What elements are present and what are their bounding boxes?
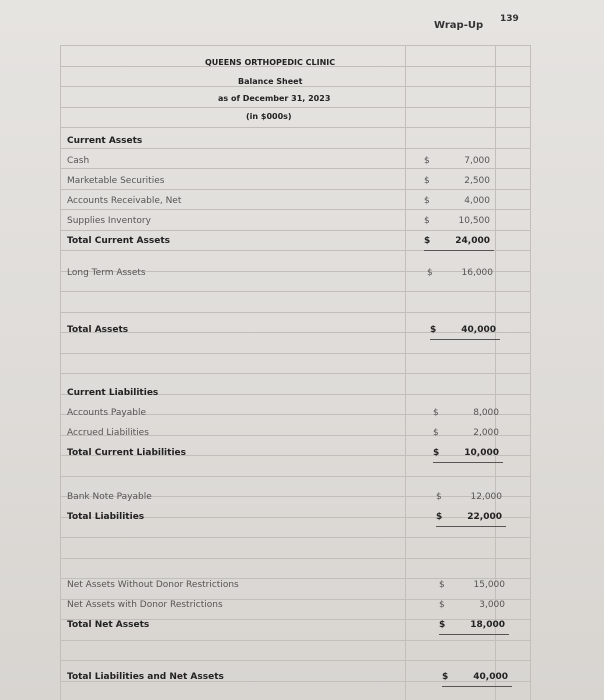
rule-line — [60, 352, 530, 354]
rule-line — [60, 65, 530, 67]
underline — [436, 526, 506, 527]
rule-line — [60, 475, 530, 477]
rule-line — [60, 537, 530, 538]
rule-line — [60, 598, 530, 600]
item-label: Net Assets with Donor Restrictions — [67, 600, 223, 610]
total-amount: 18,000 — [470, 620, 505, 630]
group-heading: Current Liabilities — [67, 388, 159, 398]
organization: QUEENS ORTHOPEDIC CLINIC — [205, 58, 336, 67]
rule-line — [60, 619, 530, 620]
item-label: Cash — [67, 156, 90, 166]
item-amount: 12,000 — [470, 492, 503, 502]
item-amount: 2,500 — [464, 176, 490, 186]
rule-line — [60, 229, 530, 231]
total-amount: 24,000 — [455, 236, 490, 246]
currency: $ — [424, 216, 430, 226]
rule-line — [60, 414, 530, 415]
total-amount: 10,000 — [464, 448, 499, 458]
rule-line — [60, 311, 530, 313]
total-amount: 40,000 — [473, 672, 508, 682]
section-title: Wrap-Up — [434, 20, 484, 31]
underline — [430, 339, 500, 340]
rule-line — [60, 291, 530, 292]
currency: $ — [436, 492, 442, 502]
rule-line — [60, 455, 530, 456]
rule-line — [60, 516, 530, 518]
item-label: Supplies Inventory — [67, 216, 151, 226]
currency: $ — [433, 428, 439, 438]
item-label: Long Term Assets — [67, 268, 146, 278]
rule-line — [60, 127, 530, 128]
total-label: Total Liabilities and Net Assets — [67, 672, 224, 682]
currency: $ — [424, 236, 431, 246]
total-label: Total Net Assets — [67, 620, 150, 630]
rule-line — [60, 250, 530, 251]
rule-line — [60, 45, 530, 46]
total-label: Total Current Assets — [67, 236, 170, 246]
rule-line — [60, 209, 530, 210]
rule-line — [60, 639, 530, 641]
column-line — [405, 45, 406, 700]
group-heading: Current Assets — [67, 136, 143, 146]
underline — [439, 634, 509, 635]
item-label: Bank Note Payable — [67, 492, 152, 502]
item-amount: 3,000 — [479, 600, 505, 610]
rule-line — [60, 557, 530, 559]
rule-line — [60, 434, 530, 436]
rule-line — [60, 332, 530, 333]
currency: $ — [433, 448, 440, 458]
rule-line — [60, 147, 530, 149]
rule-line — [60, 86, 530, 87]
item-label: Accrued Liabilities — [67, 428, 149, 438]
item-amount: 4,000 — [464, 196, 490, 206]
currency: $ — [433, 408, 439, 418]
total-label: Total Liabilities — [67, 512, 145, 522]
rule-line — [60, 393, 530, 395]
currency: $ — [439, 600, 445, 610]
item-label: Marketable Securities — [67, 176, 165, 186]
underline — [442, 686, 512, 687]
currency: $ — [424, 196, 430, 206]
date: as of December 31, 2023 — [218, 94, 331, 103]
rule-line — [60, 496, 530, 497]
currency: $ — [424, 156, 430, 166]
rule-line — [60, 578, 530, 579]
statement: Balance Sheet — [238, 77, 303, 86]
total-amount: 22,000 — [467, 512, 502, 522]
underline — [433, 462, 503, 463]
item-amount: 15,000 — [473, 580, 506, 590]
item-amount: 10,500 — [458, 216, 491, 226]
column-line — [60, 45, 61, 700]
currency: $ — [430, 325, 437, 335]
page-number: 139 — [500, 14, 519, 24]
item-amount: 8,000 — [473, 408, 499, 418]
total-label: Total Assets — [67, 325, 129, 335]
currency: $ — [439, 620, 446, 630]
item-label: Accounts Payable — [67, 408, 147, 418]
currency: $ — [442, 672, 449, 682]
rule-line — [60, 270, 530, 272]
total-amount: 40,000 — [461, 325, 496, 335]
currency: $ — [427, 268, 433, 278]
total-label: Total Current Liabilities — [67, 448, 186, 458]
item-label: Net Assets Without Donor Restrictions — [67, 580, 239, 590]
currency: $ — [424, 176, 430, 186]
rule-line — [60, 373, 530, 374]
rule-line — [60, 168, 530, 169]
rule-line — [60, 660, 530, 661]
column-line — [530, 45, 531, 700]
item-amount: 2,000 — [473, 428, 499, 438]
rule-line — [60, 106, 530, 108]
units: (in $000s) — [246, 112, 292, 121]
item-label: Accounts Receivable, Net — [67, 196, 182, 206]
currency: $ — [439, 580, 445, 590]
underline — [424, 250, 494, 251]
rule-line — [60, 188, 530, 190]
rule-line — [60, 680, 530, 682]
column-line — [495, 45, 496, 700]
item-amount: 7,000 — [464, 156, 490, 166]
currency: $ — [436, 512, 443, 522]
item-amount: 16,000 — [461, 268, 494, 278]
